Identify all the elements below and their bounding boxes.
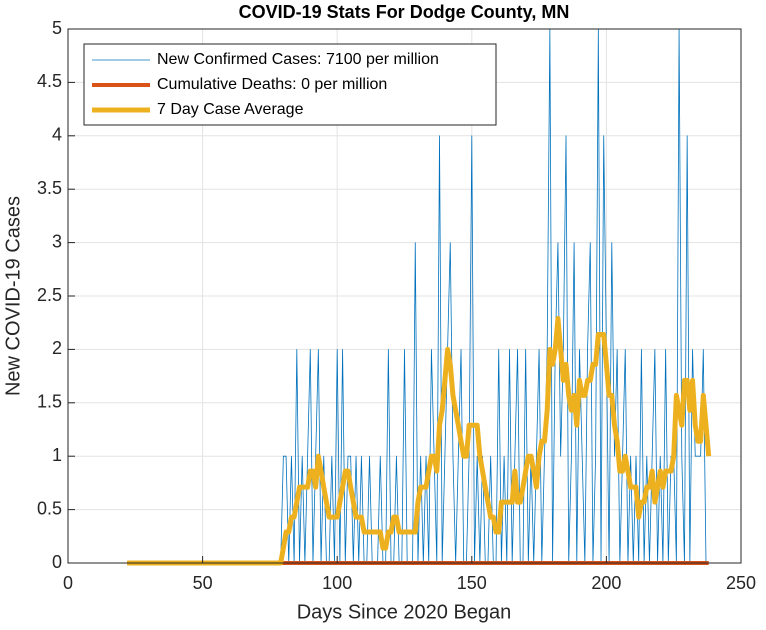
legend-box — [83, 43, 497, 126]
y-tick-label: 1.5 — [37, 392, 62, 412]
legend-label: Cumulative Deaths: 0 per million — [157, 76, 387, 93]
y-tick-label: 1 — [52, 445, 62, 465]
y-tick-label: 4 — [52, 125, 62, 145]
y-tick-label: 3.5 — [37, 178, 62, 198]
y-tick-label: 4.5 — [37, 71, 62, 91]
y-axis-label: New COVID-19 Cases — [2, 196, 24, 396]
x-tick-label: 200 — [591, 573, 621, 593]
y-tick-label: 2 — [52, 338, 62, 358]
x-tick-label: 0 — [63, 573, 73, 593]
x-tick-label: 150 — [457, 573, 487, 593]
chart-title: COVID-19 Stats For Dodge County, MN — [239, 2, 570, 22]
y-tick-label: 3 — [52, 231, 62, 251]
y-tick-label: 5 — [52, 18, 62, 38]
legend-label: 7 Day Case Average — [157, 101, 304, 118]
x-tick-label: 50 — [193, 573, 213, 593]
y-tick-label: 0.5 — [37, 498, 62, 518]
legend: New Confirmed Cases: 7100 per million Cum… — [83, 43, 497, 126]
x-tick-label: 100 — [322, 573, 352, 593]
legend-label: New Confirmed Cases: 7100 per million — [157, 51, 439, 68]
y-tick-label: 0 — [52, 552, 62, 572]
x-axis-label: Days Since 2020 Began — [297, 601, 512, 623]
y-tick-label: 2.5 — [37, 285, 62, 305]
x-tick-label: 250 — [726, 573, 756, 593]
